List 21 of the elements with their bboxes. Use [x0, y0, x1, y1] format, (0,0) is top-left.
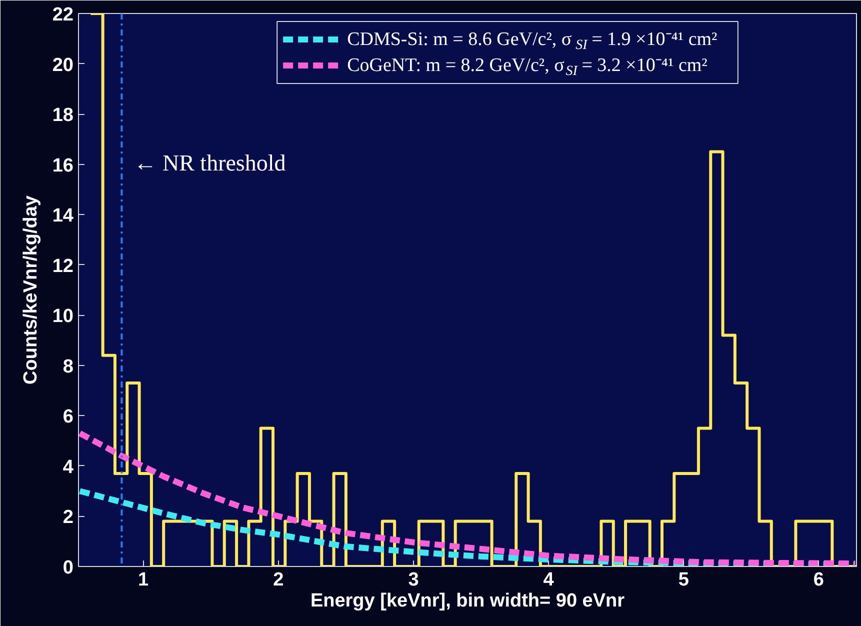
- x-tick-label: 3: [408, 570, 419, 590]
- x-tick-label: 6: [813, 570, 824, 590]
- y-tick-label: 18: [52, 105, 74, 126]
- y-tick-label: 6: [62, 406, 74, 428]
- x-tick-label: 2: [273, 570, 284, 590]
- y-tick-label: 20: [52, 54, 74, 76]
- y-tick-label: 22: [52, 4, 74, 26]
- x-tick-label: 4: [543, 570, 554, 590]
- x-tick-label: 5: [678, 570, 690, 590]
- x-tick-label: 1: [138, 570, 150, 590]
- y-tick-label: 4: [62, 456, 74, 478]
- y-tick-label: 10: [52, 306, 74, 328]
- y-tick-label: 12: [52, 256, 74, 277]
- y-tick-label: 16: [52, 155, 74, 176]
- y-axis-title: Counts/keVnr/kg/day: [20, 195, 42, 384]
- y-tick-label: 14: [52, 206, 74, 227]
- ref-line-label: ← NR threshold: [134, 150, 286, 176]
- y-tick-label: 0: [62, 558, 74, 578]
- y-tick-label: 8: [62, 356, 74, 378]
- x-axis-title: Energy [keVnr], bin width= 90 eVnr: [310, 590, 626, 612]
- y-tick-label: 2: [62, 507, 74, 528]
